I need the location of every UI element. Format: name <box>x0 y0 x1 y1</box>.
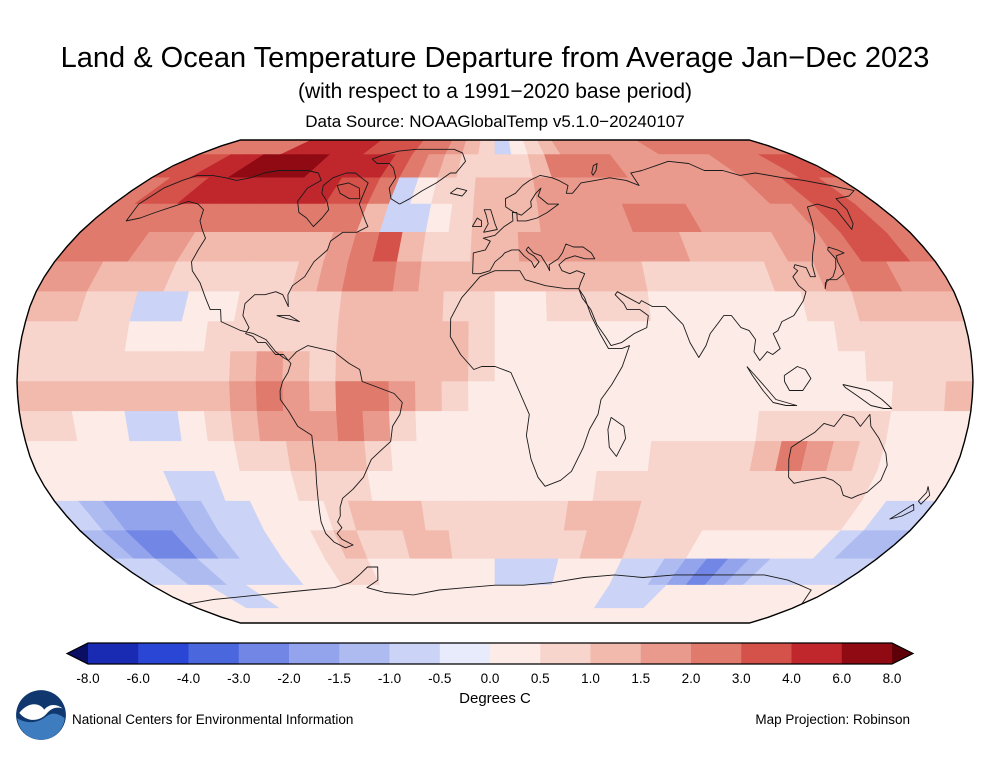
organization-name: National Centers for Environmental Infor… <box>72 712 354 727</box>
noaa-logo <box>15 689 67 741</box>
colorbar-tick: -2.0 <box>277 671 300 686</box>
colorbar-units: Degrees C <box>459 690 531 707</box>
colorbar-outline <box>65 642 915 665</box>
data-source-label: Data Source: NOAAGlobalTemp v5.1.0−20240… <box>305 112 685 131</box>
map-outline <box>16 139 974 624</box>
colorbar-tick: 1.0 <box>581 671 600 686</box>
colorbar-tick: 6.0 <box>832 671 851 686</box>
colorbar-tick: -1.0 <box>378 671 401 686</box>
colorbar-tick: 0.5 <box>531 671 550 686</box>
colorbar-ticks: -8.0 -6.0 -4.0 -3.0 -2.0 -1.5 -1.0 -0.5 0.0 0.5 1.… <box>76 671 901 686</box>
colorbar-tick: -0.5 <box>428 671 451 686</box>
colorbar-tick: 2.0 <box>682 671 701 686</box>
noaa-logo-gull-icon <box>19 704 63 720</box>
world-map <box>16 139 974 624</box>
colorbar: Degrees C -8.0 -6.0 -4.0 -3.0 -2.0 -1.5 -1.0 -0… <box>65 642 915 707</box>
colorbar-tick: -6.0 <box>127 671 150 686</box>
colorbar-tick: -1.5 <box>328 671 351 686</box>
map-projection-label: Map Projection: Robinson <box>755 712 910 727</box>
figure-title: Land & Ocean Temperature Departure from … <box>60 42 930 74</box>
colorbar-tick: 4.0 <box>782 671 801 686</box>
colorbar-tick: -4.0 <box>177 671 200 686</box>
anomaly-cells <box>16 139 974 624</box>
colorbar-tick: 3.0 <box>732 671 751 686</box>
noaa-logo-sea <box>17 713 65 740</box>
colorbar-tick: -8.0 <box>76 671 99 686</box>
colorbar-tick: -3.0 <box>227 671 250 686</box>
figure-subtitle: (with respect to a 1991−2020 base period… <box>297 80 692 103</box>
colorbar-tick: 8.0 <box>883 671 902 686</box>
colorbar-tick: 0.0 <box>481 671 500 686</box>
coastlines <box>125 148 931 605</box>
colorbar-tick: 1.5 <box>631 671 650 686</box>
colorbar-segments <box>65 642 915 665</box>
